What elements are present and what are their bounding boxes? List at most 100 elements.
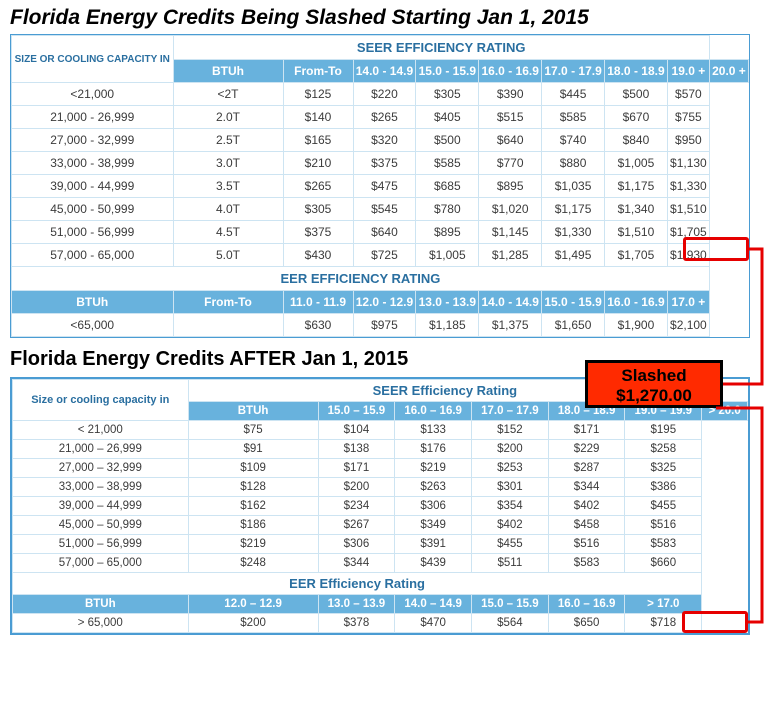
- ton-cell: 5.0T: [173, 244, 283, 267]
- value-cell: $325: [625, 459, 702, 478]
- ton-cell: 3.0T: [173, 152, 283, 175]
- slashed-callout: Slashed $1,270.00: [585, 360, 723, 408]
- value-cell: $670: [605, 106, 668, 129]
- table-row: 45,000 – 50,999$186$267$349$402$458$516: [13, 516, 748, 535]
- ton-cell: [173, 314, 283, 337]
- ton-cell: 4.5T: [173, 221, 283, 244]
- value-cell: $500: [416, 129, 479, 152]
- slashed-amount: $1,270.00: [616, 386, 692, 405]
- value-cell: $1,005: [605, 152, 668, 175]
- value-cell: $152: [472, 421, 549, 440]
- value-cell: $306: [318, 535, 395, 554]
- btuh-cell: 39,000 - 44,999: [12, 175, 174, 198]
- value-cell: $1,900: [605, 314, 668, 337]
- btuh-cell: <65,000: [12, 314, 174, 337]
- value-cell: $104: [318, 421, 395, 440]
- table-row: 33,000 - 38,9993.0T$210$375$585$770$880$…: [12, 152, 749, 175]
- table-row: 45,000 - 50,9994.0T$305$545$780$1,020$1,…: [12, 198, 749, 221]
- title-before: Florida Energy Credits Being Slashed Sta…: [10, 6, 770, 30]
- value-cell: $128: [188, 478, 318, 497]
- eer-col: 15.0 - 15.9: [542, 291, 605, 314]
- btuh-cell: < 21,000: [13, 421, 189, 440]
- value-cell: $176: [395, 440, 472, 459]
- eer-col: 16.0 – 16.9: [548, 595, 625, 614]
- value-cell: $1,510: [667, 198, 709, 221]
- slashed-label: Slashed: [621, 366, 686, 385]
- value-cell: $515: [479, 106, 542, 129]
- btuh-col: BTUh: [173, 60, 283, 83]
- value-cell: $375: [353, 152, 416, 175]
- value-cell: $109: [188, 459, 318, 478]
- value-cell: $516: [548, 535, 625, 554]
- value-cell: $349: [395, 516, 472, 535]
- value-cell: $1,005: [416, 244, 479, 267]
- btuh-cell: 51,000 - 56,999: [12, 221, 174, 244]
- seer-col: 15.0 - 15.9: [416, 60, 479, 83]
- eer-col: 12.0 - 12.9: [353, 291, 416, 314]
- value-cell: $248: [188, 554, 318, 573]
- value-cell: $195: [625, 421, 702, 440]
- value-cell: $725: [353, 244, 416, 267]
- value-cell: $402: [472, 516, 549, 535]
- value-cell: $165: [283, 129, 353, 152]
- btuh-cell: 45,000 - 50,999: [12, 198, 174, 221]
- value-cell: $200: [472, 440, 549, 459]
- btuh-col: BTUh: [188, 402, 318, 421]
- value-cell: $780: [416, 198, 479, 221]
- btuh-cell: 27,000 - 32,999: [12, 129, 174, 152]
- value-cell: $458: [548, 516, 625, 535]
- seer-col: 20.0 +: [709, 60, 748, 83]
- ton-cell: 2.5T: [173, 129, 283, 152]
- value-cell: $2,100: [667, 314, 709, 337]
- value-cell: $545: [353, 198, 416, 221]
- value-cell: $583: [625, 535, 702, 554]
- size-header: SIZE OR COOLING CAPACITY IN: [12, 36, 174, 83]
- value-cell: $1,330: [667, 175, 709, 198]
- value-cell: $306: [395, 497, 472, 516]
- seer-col: 18.0 - 18.9: [605, 60, 668, 83]
- seer-col: 15.0 – 15.9: [318, 402, 395, 421]
- value-cell: $583: [548, 554, 625, 573]
- value-cell: $975: [353, 314, 416, 337]
- value-cell: $640: [479, 129, 542, 152]
- value-cell: $386: [625, 478, 702, 497]
- value-cell: $390: [479, 83, 542, 106]
- value-cell: $405: [416, 106, 479, 129]
- value-cell: $650: [548, 614, 625, 633]
- value-cell: $445: [542, 83, 605, 106]
- value-cell: $640: [353, 221, 416, 244]
- eer-header-2: EER Efficiency Rating: [13, 573, 702, 595]
- seer-col: 19.0 +: [667, 60, 709, 83]
- value-cell: $585: [542, 106, 605, 129]
- table-row: 39,000 – 44,999$162$234$306$354$402$455: [13, 497, 748, 516]
- size-header-2: Size or cooling capacity in: [13, 380, 189, 421]
- value-cell: $1,020: [479, 198, 542, 221]
- value-cell: $200: [318, 478, 395, 497]
- btuh-cell: <21,000: [12, 83, 174, 106]
- value-cell: $267: [318, 516, 395, 535]
- fromto-col: From-To: [173, 291, 283, 314]
- value-cell: $305: [416, 83, 479, 106]
- value-cell: $1,185: [416, 314, 479, 337]
- value-cell: $125: [283, 83, 353, 106]
- table-row: 57,000 – 65,000$248$344$439$511$583$660: [13, 554, 748, 573]
- value-cell: $344: [548, 478, 625, 497]
- ton-cell: 4.0T: [173, 198, 283, 221]
- value-cell: $263: [395, 478, 472, 497]
- value-cell: $287: [548, 459, 625, 478]
- value-cell: $740: [542, 129, 605, 152]
- eer-col: 14.0 – 14.9: [395, 595, 472, 614]
- table-row: 57,000 - 65,0005.0T$430$725$1,005$1,285$…: [12, 244, 749, 267]
- value-cell: $320: [353, 129, 416, 152]
- value-cell: $455: [472, 535, 549, 554]
- value-cell: $91: [188, 440, 318, 459]
- value-cell: $1,145: [479, 221, 542, 244]
- ton-cell: <2T: [173, 83, 283, 106]
- seer-header: SEER EFFICIENCY RATING: [173, 36, 709, 60]
- btuh-cell: 39,000 – 44,999: [13, 497, 189, 516]
- eer-col: 14.0 - 14.9: [479, 291, 542, 314]
- value-cell: $564: [472, 614, 549, 633]
- btuh-cell: 51,000 – 56,999: [13, 535, 189, 554]
- value-cell: $1,510: [605, 221, 668, 244]
- value-cell: $1,130: [667, 152, 709, 175]
